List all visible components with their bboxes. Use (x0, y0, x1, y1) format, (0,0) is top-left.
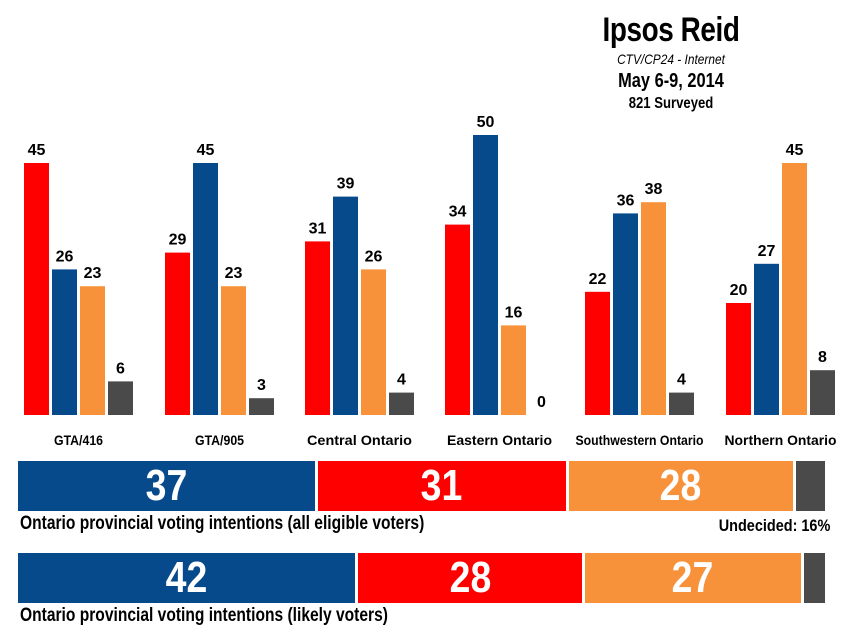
undecided-note: Undecided: 16% (718, 516, 830, 535)
bar-gray-6 (810, 370, 835, 415)
segment-orange: 28 (568, 461, 793, 511)
category-label-3: Central Ontario (307, 432, 412, 448)
bar-red-1 (24, 163, 49, 415)
data-label-gray-2: 3 (257, 377, 266, 394)
data-label-gray-3: 4 (397, 372, 406, 389)
bar-blue-1 (52, 269, 77, 415)
bar-gray-2 (249, 398, 274, 415)
segment-value-blue: 42 (165, 553, 208, 602)
bar-gray-1 (108, 381, 133, 415)
category-label-1: GTA/416 (54, 432, 103, 448)
data-label-gray-4: 0 (537, 394, 546, 411)
data-label-orange-1: 23 (84, 265, 102, 282)
bar-orange-5 (641, 202, 666, 415)
bar-red-6 (726, 303, 751, 415)
data-label-red-4: 34 (449, 204, 467, 221)
segment-value-blue: 37 (145, 461, 188, 510)
data-label-blue-4: 50 (477, 114, 495, 131)
category-label-6: Northern Ontario (725, 432, 837, 448)
data-label-blue-5: 36 (617, 192, 635, 209)
sample-size: 821 Surveyed (628, 95, 714, 112)
bar-red-2 (165, 252, 190, 415)
bar-orange-1 (80, 286, 105, 415)
bar-blue-4 (473, 135, 498, 415)
survey-dates: May 6-9, 2014 (618, 70, 724, 92)
segment-blue: 37 (18, 461, 315, 511)
bar-orange-3 (361, 269, 386, 415)
data-label-red-5: 22 (589, 271, 607, 288)
data-label-red-2: 29 (169, 232, 187, 249)
bar-red-5 (585, 291, 610, 415)
bar-blue-6 (754, 263, 779, 415)
segment-value-red: 31 (420, 461, 463, 510)
bar-blue-3 (333, 196, 358, 415)
data-label-orange-6: 45 (786, 142, 804, 159)
category-label-5: Southwestern Ontario (576, 432, 704, 448)
bar-red-4 (445, 224, 470, 415)
data-label-blue-6: 27 (758, 243, 776, 260)
segment-gray (803, 553, 825, 603)
data-label-orange-4: 16 (505, 304, 523, 321)
segment-value-red: 28 (449, 553, 491, 602)
bar-orange-6 (782, 163, 807, 415)
bar-orange-4 (501, 325, 526, 415)
data-label-blue-1: 26 (56, 248, 74, 265)
segment-value-orange: 27 (672, 553, 714, 602)
data-label-gray-1: 6 (116, 360, 125, 377)
data-label-orange-3: 26 (365, 248, 383, 265)
bar-gray-3 (389, 392, 414, 415)
bar-orange-2 (221, 286, 246, 415)
caption-all-voters: Ontario provincial voting intentions (al… (20, 513, 425, 534)
category-label-2: GTA/905 (195, 432, 244, 448)
data-label-red-1: 45 (28, 142, 46, 159)
segment-gray (795, 461, 825, 511)
segment-orange: 27 (585, 553, 801, 603)
segment-value-orange: 28 (659, 461, 702, 510)
bar-red-3 (305, 241, 330, 415)
caption-likely-voters: Ontario provincial voting intentions (li… (20, 605, 388, 626)
chart-header: Ipsos Reid CTV/CP24 - Internet May 6-9, … (556, 10, 786, 114)
bar-blue-5 (613, 213, 638, 415)
data-label-red-3: 31 (309, 220, 327, 237)
segment-blue: 42 (18, 553, 356, 603)
data-label-red-6: 20 (730, 282, 748, 299)
data-label-gray-5: 4 (677, 372, 686, 389)
data-label-blue-3: 39 (337, 176, 355, 193)
chart-subtitle: CTV/CP24 - Internet (617, 51, 725, 67)
segment-red: 28 (358, 553, 582, 603)
data-label-blue-2: 45 (197, 142, 215, 159)
segment-red: 31 (317, 461, 566, 511)
bar-blue-2 (193, 163, 218, 415)
data-label-gray-6: 8 (818, 349, 827, 366)
category-label-4: Eastern Ontario (447, 432, 552, 448)
data-label-orange-5: 38 (645, 181, 663, 198)
bar-gray-5 (669, 392, 694, 415)
data-label-orange-2: 23 (225, 265, 243, 282)
chart-title: Ipsos Reid (602, 11, 740, 49)
